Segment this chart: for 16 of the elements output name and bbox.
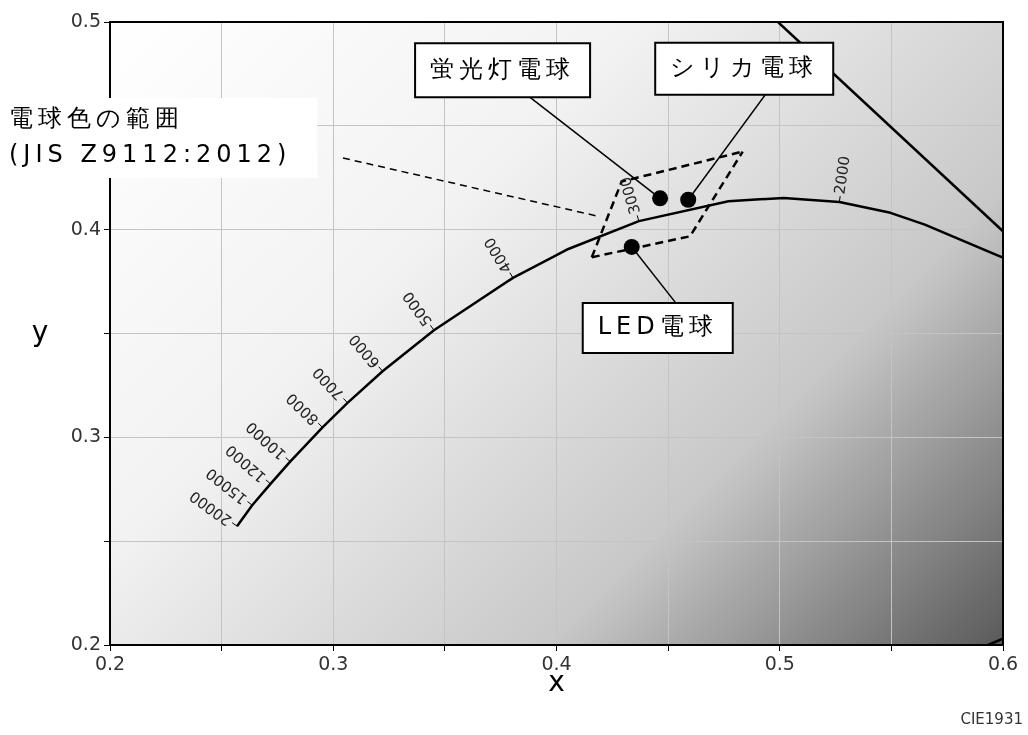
x-tick-label: 0.2 — [94, 652, 126, 675]
annotation: 2000 — [830, 154, 854, 196]
y-tick-label: 0.2 — [70, 631, 101, 654]
text: CIE1931 — [960, 710, 1023, 729]
x-tick-label: 0.6 — [987, 652, 1019, 675]
annotation: 電球色の範囲 (JIS Z9112:2012) — [9, 104, 292, 169]
y-tick-label: 0.3 — [70, 424, 101, 447]
annotation: LED電球 — [597, 312, 718, 341]
y-tick-label: 0.4 — [70, 216, 101, 239]
x-tick-label: 0.3 — [318, 652, 349, 675]
annotation: 3000 — [615, 174, 645, 217]
x-tick-label: 0.5 — [764, 652, 795, 675]
annotation: 蛍光灯電球 — [430, 54, 576, 83]
y-axis-title: y — [31, 314, 49, 348]
annotation: シリカ電球 — [670, 53, 819, 81]
y-tick-label: 0.5 — [70, 8, 101, 31]
